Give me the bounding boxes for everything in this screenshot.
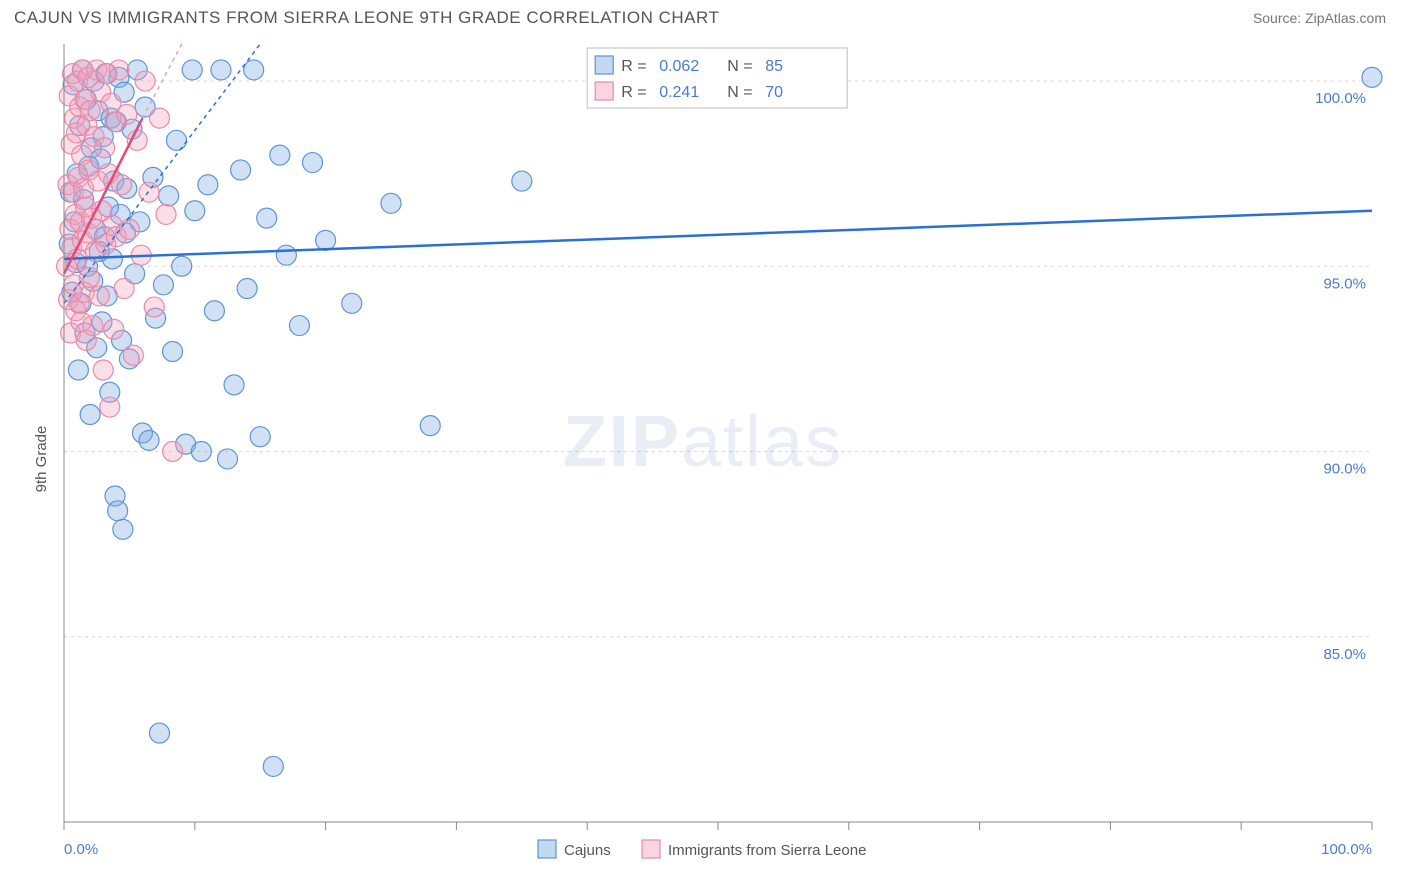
svg-text:85: 85 <box>765 58 783 75</box>
chart-title: CAJUN VS IMMIGRANTS FROM SIERRA LEONE 9T… <box>14 8 719 28</box>
svg-text:0.241: 0.241 <box>659 84 699 101</box>
svg-text:Immigrants from Sierra Leone: Immigrants from Sierra Leone <box>668 842 866 859</box>
svg-text:100.0%: 100.0% <box>1321 841 1372 858</box>
y-axis-label: 9th Grade <box>33 426 50 493</box>
svg-text:R =: R = <box>621 58 646 75</box>
svg-text:90.0%: 90.0% <box>1323 461 1366 478</box>
svg-text:N =: N = <box>727 58 752 75</box>
svg-text:100.0%: 100.0% <box>1315 90 1366 107</box>
svg-text:Cajuns: Cajuns <box>564 842 611 859</box>
chart-container: 9th Grade ZIPatlas 0.0%100.0%85.0%90.0%9… <box>14 36 1392 882</box>
svg-text:0.062: 0.062 <box>659 58 699 75</box>
scatter-chart: 0.0% 100.0% 85.0% 90.0% 95.0% 100.0% R = 0.062 N… <box>14 36 1392 882</box>
svg-text:95.0%: 95.0% <box>1323 275 1366 292</box>
svg-text:85.0%: 85.0% <box>1323 646 1366 663</box>
svg-text:70: 70 <box>765 84 783 101</box>
svg-text:N =: N = <box>727 84 752 101</box>
source-attribution: Source: ZipAtlas.com <box>1253 10 1386 26</box>
svg-text:0.0%: 0.0% <box>64 841 98 858</box>
svg-text:R =: R = <box>621 84 646 101</box>
